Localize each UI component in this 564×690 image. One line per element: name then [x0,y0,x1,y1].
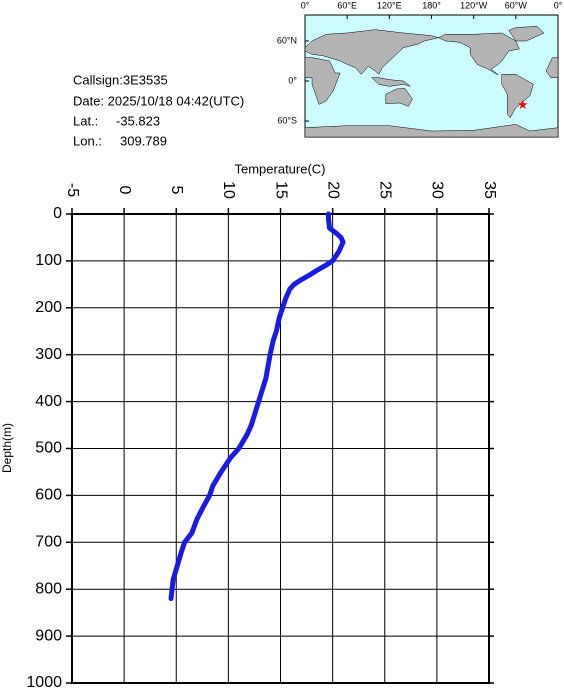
callsign: Callsign:3E3535 [73,72,168,87]
y-tick-label: 1000 [26,674,62,690]
y-tick-label: 300 [35,346,62,363]
map-lon-label: 60°E [337,0,357,10]
map-lon-label: 0° [554,0,563,10]
continent [385,88,413,107]
y-tick-label: 200 [35,299,62,316]
continent [304,57,341,105]
y-tick-label: 0 [53,205,62,222]
x-tick-label: -5 [64,183,81,197]
x-axis-label: Temperature(C) [234,161,325,176]
map-lat-label: 60°N [277,35,297,45]
map-lon-label: 120°W [460,0,488,10]
continent [304,29,440,75]
y-tick-label: 600 [35,487,62,504]
date: Date: 2025/10/18 04:42(UTC) [73,93,244,108]
y-tick-label: 800 [35,580,62,597]
continent [304,124,559,138]
continent [371,77,411,87]
x-tick-label: 35 [481,181,498,199]
x-tick-label: 10 [220,181,237,199]
x-tick-label: 0 [116,186,133,195]
y-tick-label: 100 [35,252,62,269]
map-lon-label: 120°E [377,0,402,10]
continent [501,74,534,119]
continent [508,26,545,42]
y-axis-label: Depth(m) [0,423,14,473]
lon-value: 309.789 [120,133,167,148]
lon-label: Lon.: [73,133,102,148]
continent [437,32,520,76]
x-tick-label: 15 [272,181,289,199]
y-tick-label: 900 [35,627,62,644]
profile-line [168,211,346,602]
x-tick-label: 20 [324,181,341,199]
y-tick-label: 500 [35,440,62,457]
plot-frame [71,213,490,684]
map-lat-label: 60°S [277,115,297,125]
y-tick-label: 700 [35,534,62,551]
lat-value: -35.823 [116,113,160,128]
map-lat-label: 0° [288,75,297,85]
y-tick-label: 400 [35,393,62,410]
map-land [304,26,559,138]
station-marker [517,99,528,109]
x-tick-label: 25 [377,181,394,199]
map-lon-label: 60°W [505,0,528,10]
x-tick-label: 30 [429,181,446,199]
map-lon-label: 180° [422,0,441,10]
continent [545,57,559,78]
x-tick-label: 5 [168,186,185,195]
lat-label: Lat.: [73,113,98,128]
map-lon-label: 0° [301,0,310,10]
